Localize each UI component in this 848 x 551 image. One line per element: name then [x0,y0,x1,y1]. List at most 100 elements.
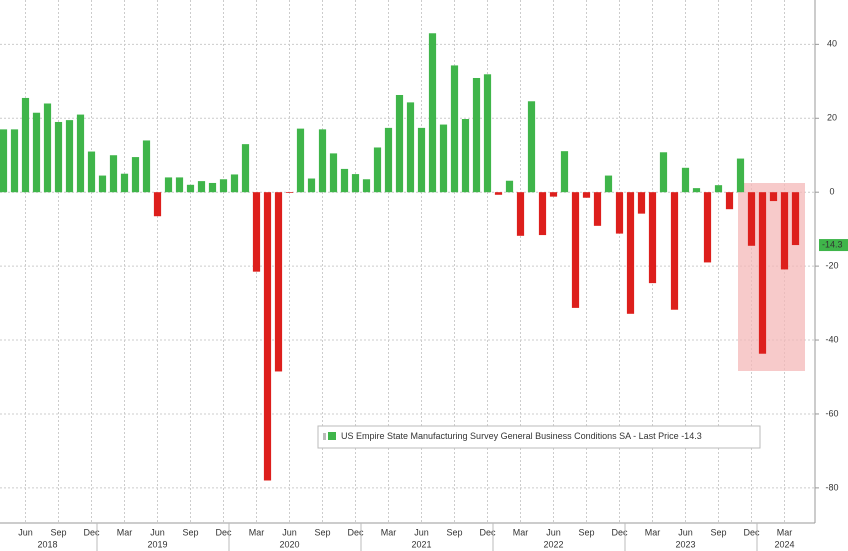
bar [175,177,184,193]
bar [538,192,547,236]
bar [120,173,129,193]
x-tick-label: Mar [513,527,529,537]
bar [505,180,514,193]
bar [417,127,426,193]
legend-box [317,425,761,449]
bar [285,192,294,193]
bar [87,151,96,193]
bar [351,174,360,193]
y-tick-label: -80 [825,482,838,492]
x-tick-label: Sep [710,527,726,537]
bar [747,192,756,246]
bar [142,140,151,193]
legend-swatch-bg [323,433,326,440]
bar [549,192,558,197]
bar [604,175,613,193]
bar [791,192,800,246]
bar [428,33,437,193]
y-tick-label: 0 [829,187,834,197]
x-tick-label: Sep [314,527,330,537]
bar [153,192,162,217]
x-tick-label: Jun [414,527,429,537]
year-label: 2021 [411,539,431,549]
bar [186,184,195,193]
bar [637,192,646,214]
bar [582,192,591,198]
y-tick-label: -40 [825,334,838,344]
x-tick-label: Dec [479,527,496,537]
bar [252,192,261,272]
x-tick-label: Sep [578,527,594,537]
bar [197,181,206,193]
bar [263,192,272,481]
bar [362,179,371,193]
y-tick-label: -20 [825,260,838,270]
year-label: 2019 [147,539,167,549]
bar [769,192,778,202]
bar [615,192,624,234]
year-label: 2024 [774,539,794,549]
bar [208,182,217,193]
bar [571,192,580,308]
bar [241,144,250,193]
bar [439,124,448,193]
bar [593,192,602,226]
bar [164,177,173,193]
bar [0,129,8,193]
bar [10,129,19,193]
bar [527,101,536,193]
bar [54,121,63,193]
bar [340,168,349,193]
bar [373,147,382,193]
year-label: 2023 [675,539,695,549]
bar [384,127,393,193]
x-tick-label: Sep [182,527,198,537]
bar [758,192,767,354]
bar [483,74,492,193]
bar [274,192,283,372]
bar [461,119,470,193]
bar [21,97,30,193]
bar [736,158,745,193]
x-tick-label: Dec [347,527,364,537]
bar [318,129,327,193]
y-tick-label: 40 [827,39,837,49]
legend-swatch [328,432,336,440]
legend-name: US Empire State Manufacturing Survey Gen… [341,431,679,441]
x-tick-label: Sep [50,527,66,537]
bar [131,157,140,193]
y-tick-label: -60 [825,408,838,418]
bar [659,152,668,193]
x-tick-label: Jun [18,527,33,537]
bar [65,120,74,193]
x-tick-label: Sep [446,527,462,537]
x-tick-label: Dec [215,527,232,537]
bar [472,77,481,193]
bar [98,175,107,193]
bar [43,103,52,193]
bar [714,185,723,193]
bar [516,192,525,236]
x-tick-label: Mar [645,527,661,537]
x-tick-label: Dec [611,527,628,537]
x-tick-label: Mar [249,527,265,537]
bar [648,192,657,284]
bar [406,102,415,193]
bar [725,192,734,210]
last-price-label: -14.3 [822,239,843,249]
bar [230,174,239,193]
x-tick-label: Jun [546,527,561,537]
x-tick-label: Mar [777,527,793,537]
bar [32,112,41,193]
year-label: 2022 [543,539,563,549]
bar [703,192,712,263]
bar [76,114,85,193]
legend-text: US Empire State Manufacturing Survey Gen… [341,431,702,441]
x-tick-label: Dec [83,527,100,537]
labels: 40 20 0 -20 -40 -60 -80 Jun 2018 Sep Dec Mar Jun 2019… [18,39,848,551]
x-tick-label: Jun [678,527,693,537]
x-tick-label: Jun [282,527,297,537]
bar [670,192,679,310]
